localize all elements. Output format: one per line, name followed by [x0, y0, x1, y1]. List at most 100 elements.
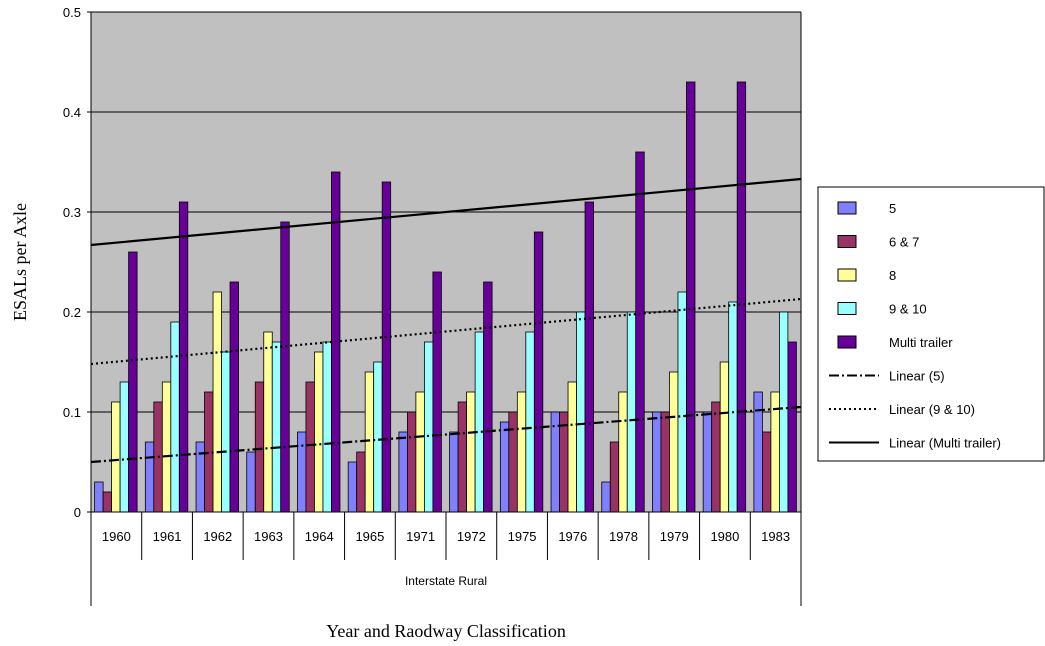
bar-9-10 [322, 341, 332, 513]
bar-9-10 [423, 341, 434, 513]
bar-multi-trailer [432, 271, 442, 513]
bar-9-10 [474, 331, 485, 513]
bar-6-7 [609, 441, 620, 513]
axes [90, 11, 802, 606]
x-category-label: 1962 [203, 529, 232, 544]
y-tick-label: 0.5 [63, 5, 81, 20]
bar-8 [466, 391, 476, 513]
bar-5 [347, 461, 358, 513]
x-category-label: 1978 [609, 529, 638, 544]
bar-8 [212, 291, 222, 513]
y-tick-label: 0.4 [63, 105, 81, 120]
x-category-label: 1964 [305, 529, 334, 544]
bar-6-7 [457, 401, 468, 513]
bar-multi-trailer [533, 231, 544, 513]
bar-6-7 [660, 411, 670, 513]
bar-multi-trailer [229, 281, 239, 513]
bar-5 [246, 451, 256, 513]
bar-multi-trailer [178, 201, 189, 513]
x-axis-title: Year and Raodway Classification [326, 621, 566, 641]
bar-8 [314, 351, 324, 513]
trendline-dashdot [90, 405, 802, 464]
bar-5 [144, 441, 155, 513]
x-category-label: 1960 [102, 529, 131, 544]
bar-6-7 [254, 381, 265, 513]
bar-multi-trailer [483, 281, 493, 513]
bar-9-10 [626, 311, 637, 513]
y-tick-labels: 0 0.1 0.2 0.3 0.4 0.5 [63, 5, 81, 520]
legend-swatch [837, 335, 857, 349]
y-tick-label: 0.2 [63, 305, 81, 320]
trendline-solid [90, 177, 802, 247]
legend-label: Linear (Multi trailer) [889, 436, 1001, 451]
x-category-label: 1963 [254, 529, 283, 544]
bar-5 [499, 421, 510, 513]
legend-label: 6 & 7 [889, 235, 919, 250]
bar-multi-trailer [787, 341, 797, 513]
legend-label: 8 [889, 268, 896, 283]
bar-5 [449, 431, 459, 513]
bar-9-10 [778, 311, 789, 513]
bar-9-10 [576, 311, 586, 513]
y-tick-label: 0.1 [63, 405, 81, 420]
trendlines [90, 177, 802, 464]
bar-8 [618, 391, 628, 513]
bar-8 [111, 401, 121, 513]
bar-6-7 [406, 411, 417, 513]
legend-label: Linear (9 & 10) [889, 402, 975, 417]
y-axis-title: ESALs per Axle [10, 203, 30, 321]
x-category-label: 1980 [710, 529, 739, 544]
legend-label: 9 & 10 [889, 302, 927, 317]
x-category-label: 1983 [761, 529, 790, 544]
legend-swatch [837, 235, 857, 248]
trendline-dotted [90, 297, 802, 366]
x-category-label: 1976 [558, 529, 587, 544]
legend-swatch [837, 302, 857, 315]
bar-6-7 [559, 411, 569, 513]
bar-9-10 [170, 321, 180, 513]
x-category-labels: 1960 1961 1962 1963 1964 1965 1971 1972 1975 1976… [102, 529, 790, 544]
bar-8 [161, 381, 172, 513]
bars [94, 81, 797, 513]
bar-multi-trailer [280, 221, 290, 513]
x-category-label: 1975 [508, 529, 537, 544]
bar-9-10 [677, 291, 687, 513]
bar-9-10 [119, 381, 130, 513]
bar-multi-trailer [381, 181, 392, 513]
bar-6-7 [711, 401, 721, 513]
bar-6-7 [356, 451, 366, 513]
x-category-label: 1961 [153, 529, 182, 544]
x-category-label: 1972 [457, 529, 486, 544]
bar-multi-trailer [635, 151, 645, 513]
legend-label: Multi trailer [889, 335, 953, 350]
group-label: Interstate Rural [405, 574, 487, 588]
bar-multi-trailer [128, 251, 138, 513]
bar-5 [652, 411, 662, 513]
bar-8 [567, 381, 577, 513]
bar-9-10 [525, 331, 535, 513]
legend-swatch [837, 201, 857, 215]
legend-label: 5 [889, 201, 896, 216]
bar-5 [297, 431, 307, 513]
x-category-label: 1965 [355, 529, 384, 544]
y-tick-label: 0.3 [63, 205, 81, 220]
bar-5 [601, 481, 611, 513]
bar-6-7 [761, 431, 772, 513]
bar-8 [364, 371, 375, 513]
legend: 5 6 & 7 8 9 & 10 Multi trailer Linear (5) Line… [817, 186, 1045, 462]
bar-8 [516, 391, 527, 513]
bar-multi-trailer [736, 81, 747, 513]
bar-5 [702, 411, 713, 513]
bar-6-7 [305, 381, 315, 513]
bar-8 [669, 371, 679, 513]
bar-5 [94, 481, 104, 513]
bar-6-7 [508, 411, 518, 513]
bar-8 [415, 391, 425, 513]
bar-9-10 [271, 341, 282, 513]
legend-swatch [837, 268, 857, 282]
x-category-label: 1971 [406, 529, 435, 544]
bar-multi-trailer [686, 81, 696, 513]
legend-box [817, 186, 1045, 462]
legend-label: Linear (5) [889, 369, 945, 384]
x-category-label: 1979 [660, 529, 689, 544]
